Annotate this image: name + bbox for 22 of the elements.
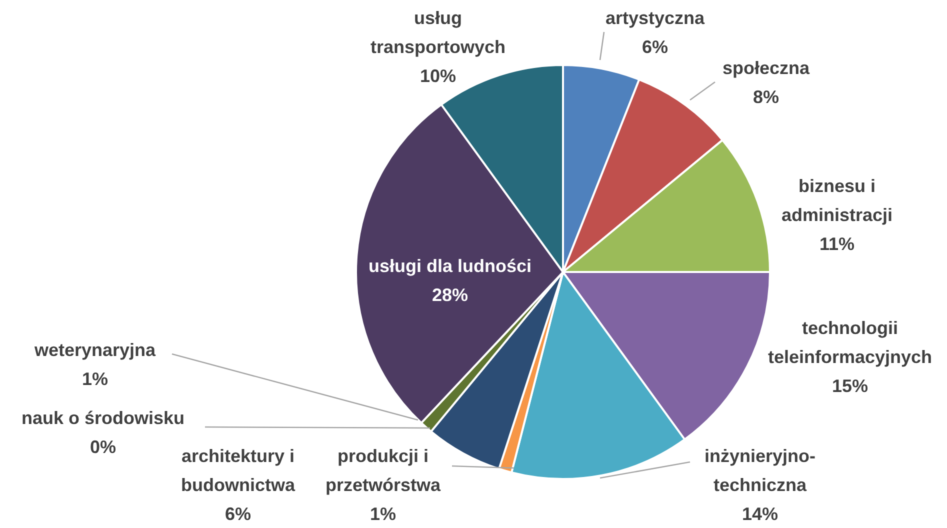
data-label: 11% <box>819 234 855 254</box>
data-label: 1% <box>82 369 108 389</box>
slice-label: artystyczna <box>605 8 706 28</box>
data-label: 6% <box>642 37 668 57</box>
slice-label: usług transportowych <box>370 8 506 57</box>
data-label: 10% <box>420 66 456 86</box>
slice-label: społeczna <box>722 58 811 78</box>
data-label: 14% <box>742 504 778 524</box>
slice-label: usługi dla ludności <box>368 256 532 276</box>
data-label: 15% <box>832 376 868 396</box>
data-label: 8% <box>752 87 780 107</box>
data-label: 1% <box>370 504 396 524</box>
data-label: 6% <box>224 504 252 524</box>
text: 0% <box>90 437 116 457</box>
data-label: 28% <box>432 285 468 305</box>
slice-label: inżynieryjno- techniczna <box>704 446 816 495</box>
slice-label: architektury i budownictwa <box>181 446 296 495</box>
slice-label: weterynaryjna <box>33 340 157 360</box>
slice-label: biznesu i administracji <box>781 176 893 225</box>
slice-label: technologii teleinformacyjnych <box>768 318 932 367</box>
slice-label: produkcji i przetwórstwa <box>325 446 442 495</box>
category-label: nauk o środowisku <box>21 408 185 428</box>
